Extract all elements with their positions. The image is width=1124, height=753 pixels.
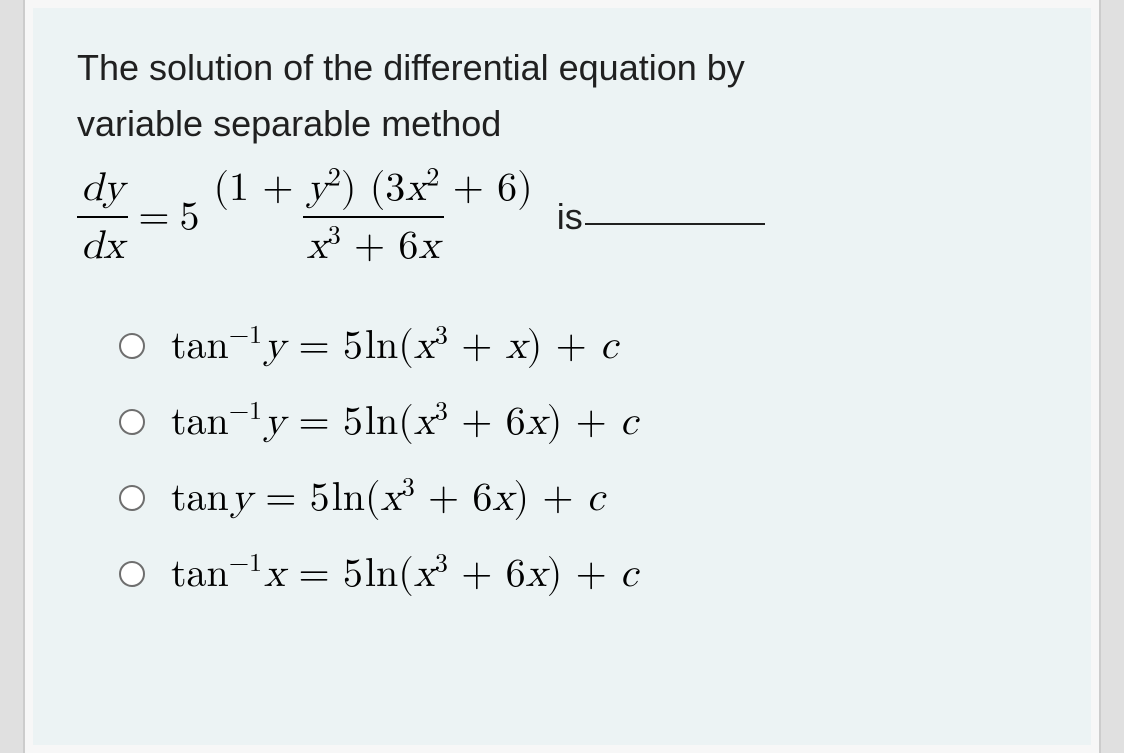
option-1[interactable]: tan−1y = 5ln(x3 + x) + c — [119, 322, 1047, 370]
quiz-frame: The solution of the differential equatio… — [23, 0, 1101, 753]
question-equation: dy dx = 5 (1 + y2) (3x2 + 6) x3 + 6x is — [77, 164, 1047, 270]
option-1-label: tan−1y = 5ln(x3 + x) + c — [171, 322, 618, 370]
rhs-num: (1 + y2) (3x2 + 6) — [210, 164, 537, 216]
coefficient: 5 — [180, 193, 200, 241]
lhs-num: dy — [77, 164, 128, 216]
suffix-is: is — [547, 196, 765, 238]
rhs-den: x3 + 6x — [303, 216, 444, 270]
radio-icon[interactable] — [119, 561, 145, 587]
option-2[interactable]: tan−1y = 5ln(x3 + 6x) + c — [119, 398, 1047, 446]
question-line-1: The solution of the differential equatio… — [77, 47, 745, 88]
options-group: tan−1y = 5ln(x3 + x) + c tan−1y = 5ln(x3… — [77, 322, 1047, 598]
lhs-den: dx — [77, 216, 128, 270]
radio-icon[interactable] — [119, 333, 145, 359]
question-card: The solution of the differential equatio… — [33, 8, 1091, 745]
question-line-2: variable separable method — [77, 103, 501, 144]
option-3[interactable]: tany = 5ln(x3 + 6x) + c — [119, 474, 1047, 522]
answer-blank — [585, 223, 765, 225]
lhs-fraction: dy dx — [77, 164, 128, 270]
radio-icon[interactable] — [119, 409, 145, 435]
option-3-label: tany = 5ln(x3 + 6x) + c — [171, 474, 605, 522]
option-4[interactable]: tan−1x = 5ln(x3 + 6x) + c — [119, 550, 1047, 598]
option-4-label: tan−1x = 5ln(x3 + 6x) + c — [171, 550, 638, 598]
question-stem: The solution of the differential equatio… — [77, 40, 1047, 152]
radio-icon[interactable] — [119, 485, 145, 511]
rhs-fraction: (1 + y2) (3x2 + 6) x3 + 6x — [210, 164, 537, 270]
option-2-label: tan−1y = 5ln(x3 + 6x) + c — [171, 398, 638, 446]
equals-sign: = — [138, 193, 169, 241]
